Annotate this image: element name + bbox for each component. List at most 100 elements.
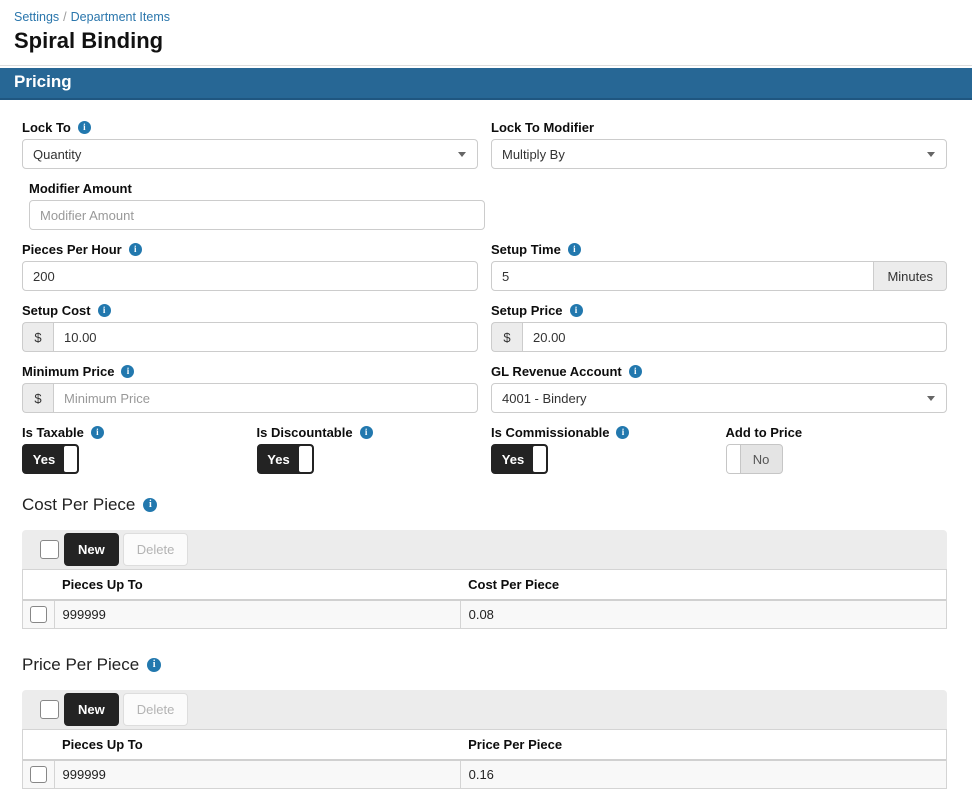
cost-per-piece-column-header: Cost Per Piece bbox=[460, 570, 946, 601]
checkbox-column-header bbox=[23, 570, 54, 601]
select-all-checkbox[interactable] bbox=[40, 700, 59, 720]
info-icon[interactable]: i bbox=[143, 498, 158, 512]
is-taxable-toggle[interactable]: Yes bbox=[22, 444, 79, 474]
lock-to-modifier-label: Lock To Modifier bbox=[491, 120, 947, 135]
chevron-down-icon bbox=[927, 396, 935, 401]
delete-button[interactable]: Delete bbox=[122, 533, 189, 566]
lock-to-modifier-label-text: Lock To Modifier bbox=[491, 120, 595, 135]
table-header-row: Pieces Up To Price Per Piece bbox=[23, 730, 946, 762]
pieces-up-to-column-header: Pieces Up To bbox=[54, 570, 461, 601]
gl-revenue-account-label-text: GL Revenue Account bbox=[491, 364, 622, 379]
setup-price-label-text: Setup Price bbox=[491, 303, 563, 318]
info-icon[interactable]: i bbox=[97, 304, 111, 317]
pieces-per-hour-field: Pieces Per Hour i bbox=[22, 242, 478, 291]
table-row: 999999 0.08 bbox=[23, 600, 946, 629]
cost-per-piece-heading-text: Cost Per Piece bbox=[22, 495, 136, 514]
setup-price-field: Setup Price i $ bbox=[491, 303, 947, 352]
is-discountable-toggle[interactable]: Yes bbox=[256, 444, 314, 474]
dollar-prefix-addon: $ bbox=[491, 322, 522, 352]
breadcrumb-separator: / bbox=[63, 10, 67, 24]
is-commissionable-label-text: Is Commissionable bbox=[491, 425, 610, 440]
price-per-piece-table: Pieces Up To Price Per Piece 999999 0.16 bbox=[22, 729, 947, 789]
lock-to-selected-value: Quantity bbox=[33, 146, 82, 162]
add-to-price-field: Add to Price No bbox=[725, 425, 948, 474]
row-checkbox[interactable] bbox=[29, 606, 47, 624]
setup-cost-label-text: Setup Cost bbox=[22, 303, 91, 318]
delete-button[interactable]: Delete bbox=[122, 693, 189, 727]
is-taxable-label: Is Taxable i bbox=[22, 425, 244, 440]
dollar-prefix-addon: $ bbox=[22, 322, 53, 352]
modifier-amount-field: Modifier Amount bbox=[29, 181, 485, 230]
row-checkbox[interactable] bbox=[29, 766, 47, 784]
setup-time-label-text: Setup Time bbox=[491, 242, 561, 257]
info-icon[interactable]: i bbox=[628, 365, 642, 378]
table-header-row: Pieces Up To Cost Per Piece bbox=[23, 570, 946, 601]
pieces-up-to-column-header: Pieces Up To bbox=[54, 730, 461, 762]
info-icon[interactable]: i bbox=[359, 426, 373, 439]
pieces-per-hour-label: Pieces Per Hour i bbox=[22, 242, 478, 257]
minimum-price-input[interactable] bbox=[53, 383, 478, 413]
new-button[interactable]: New bbox=[64, 533, 119, 566]
lock-to-select[interactable]: Quantity bbox=[22, 139, 478, 169]
breadcrumb-link-settings[interactable]: Settings bbox=[14, 10, 60, 24]
dollar-prefix-addon: $ bbox=[22, 383, 53, 413]
info-icon[interactable]: i bbox=[616, 426, 630, 439]
minimum-price-label: Minimum Price i bbox=[22, 364, 478, 379]
gl-revenue-account-field: GL Revenue Account i 4001 - Bindery bbox=[491, 364, 947, 413]
checkbox-column-header bbox=[23, 730, 54, 762]
lock-to-field: Lock To i Quantity bbox=[22, 120, 478, 169]
setup-time-input[interactable] bbox=[491, 261, 875, 291]
cost-per-piece-heading: Cost Per Piece i bbox=[22, 495, 947, 515]
page-header: Settings / Department Items Spiral Binding bbox=[0, 0, 972, 66]
info-icon[interactable]: i bbox=[147, 658, 162, 673]
price-per-piece-toolbar: New Delete bbox=[22, 690, 947, 730]
setup-time-label: Setup Time i bbox=[491, 242, 947, 257]
info-icon[interactable]: i bbox=[121, 365, 135, 378]
setup-time-field: Setup Time i Minutes bbox=[491, 242, 947, 291]
add-to-price-toggle[interactable]: No bbox=[725, 444, 783, 474]
lock-to-label: Lock To i bbox=[22, 120, 478, 135]
lock-to-modifier-selected-value: Multiply By bbox=[502, 146, 565, 162]
info-icon[interactable]: i bbox=[569, 304, 583, 317]
info-icon[interactable]: i bbox=[128, 243, 142, 256]
is-taxable-field: Is Taxable i Yes bbox=[22, 425, 244, 474]
cost-per-piece-section: Cost Per Piece i New Delete Pieces Up To… bbox=[22, 495, 947, 630]
setup-cost-field: Setup Cost i $ bbox=[22, 303, 478, 352]
pieces-per-hour-input[interactable] bbox=[22, 261, 478, 291]
new-button[interactable]: New bbox=[64, 693, 119, 727]
is-commissionable-field: Is Commissionable i Yes bbox=[491, 425, 713, 474]
select-all-checkbox[interactable] bbox=[40, 540, 59, 559]
setup-price-input[interactable] bbox=[522, 322, 947, 352]
row-checkbox-cell bbox=[23, 600, 54, 629]
info-icon[interactable]: i bbox=[567, 243, 581, 256]
add-to-price-label: Add to Price bbox=[726, 425, 948, 440]
setup-time-unit-addon: Minutes bbox=[874, 261, 947, 291]
breadcrumb: Settings / Department Items bbox=[14, 9, 947, 25]
price-per-piece-heading-text: Price Per Piece bbox=[22, 655, 140, 675]
modifier-amount-input[interactable] bbox=[29, 200, 485, 230]
row-checkbox-cell bbox=[23, 760, 54, 789]
cost-per-piece-table: Pieces Up To Cost Per Piece 999999 0.08 bbox=[22, 569, 947, 630]
setup-cost-label: Setup Cost i bbox=[22, 303, 478, 318]
is-commissionable-toggle[interactable]: Yes bbox=[491, 444, 548, 474]
info-icon[interactable]: i bbox=[77, 121, 91, 134]
price-per-piece-heading: Price Per Piece i bbox=[22, 655, 947, 675]
is-discountable-label-text: Is Discountable bbox=[256, 425, 353, 440]
modifier-amount-label-text: Modifier Amount bbox=[29, 181, 132, 196]
info-icon[interactable]: i bbox=[90, 426, 104, 439]
setup-cost-input[interactable] bbox=[53, 322, 478, 352]
price-per-piece-column-header: Price Per Piece bbox=[460, 730, 946, 762]
lock-to-modifier-select[interactable]: Multiply By bbox=[491, 139, 947, 169]
toggle-state-text: Yes bbox=[32, 451, 56, 467]
gl-revenue-account-select[interactable]: 4001 - Bindery bbox=[491, 383, 947, 413]
pieces-per-hour-label-text: Pieces Per Hour bbox=[22, 242, 122, 257]
breadcrumb-link-department-items[interactable]: Department Items bbox=[70, 10, 170, 24]
cost-per-piece-toolbar: New Delete bbox=[22, 530, 947, 569]
modifier-amount-label: Modifier Amount bbox=[29, 181, 485, 196]
cost-per-piece-cell: 0.08 bbox=[459, 600, 946, 629]
page-title: Spiral Binding bbox=[14, 28, 164, 53]
pricing-form: Lock To i Quantity Modifier Amount Lock … bbox=[0, 100, 972, 789]
pieces-up-to-cell: 999999 bbox=[53, 600, 461, 629]
toggle-knob bbox=[726, 445, 741, 473]
toggle-state-text: Yes bbox=[501, 451, 525, 467]
